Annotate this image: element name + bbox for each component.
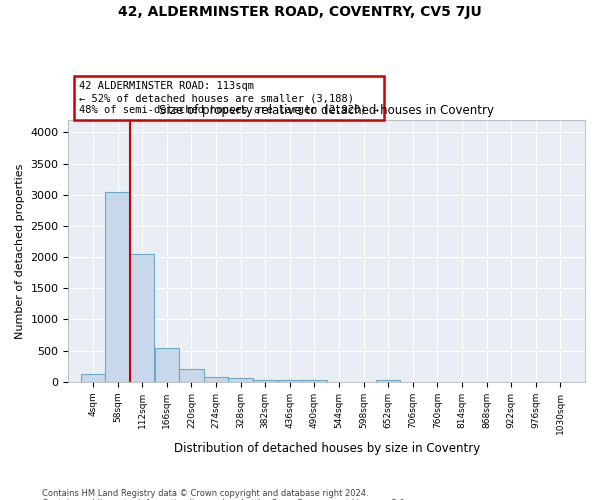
Text: 42 ALDERMINSTER ROAD: 113sqm
← 52% of detached houses are smaller (3,188)
48% of: 42 ALDERMINSTER ROAD: 113sqm ← 52% of de… (79, 82, 379, 114)
Bar (278, 380, 302, 382)
Bar (229, 378, 253, 382)
Bar (376, 380, 400, 382)
Bar (106, 192, 130, 382)
Bar (130, 254, 154, 382)
Bar (204, 377, 228, 382)
Bar (253, 380, 277, 382)
Text: 42, ALDERMINSTER ROAD, COVENTRY, CV5 7JU: 42, ALDERMINSTER ROAD, COVENTRY, CV5 7JU (118, 5, 482, 19)
Bar (81, 374, 105, 382)
Y-axis label: Number of detached properties: Number of detached properties (15, 163, 25, 338)
Text: Contains HM Land Registry data © Crown copyright and database right 2024.: Contains HM Land Registry data © Crown c… (42, 488, 368, 498)
Title: Size of property relative to detached houses in Coventry: Size of property relative to detached ho… (159, 104, 494, 118)
Text: Contains public sector information licensed under the Open Government Licence v3: Contains public sector information licen… (42, 498, 407, 500)
Bar (302, 380, 326, 382)
Bar (179, 370, 203, 382)
Bar (155, 348, 179, 382)
X-axis label: Distribution of detached houses by size in Coventry: Distribution of detached houses by size … (173, 442, 480, 455)
